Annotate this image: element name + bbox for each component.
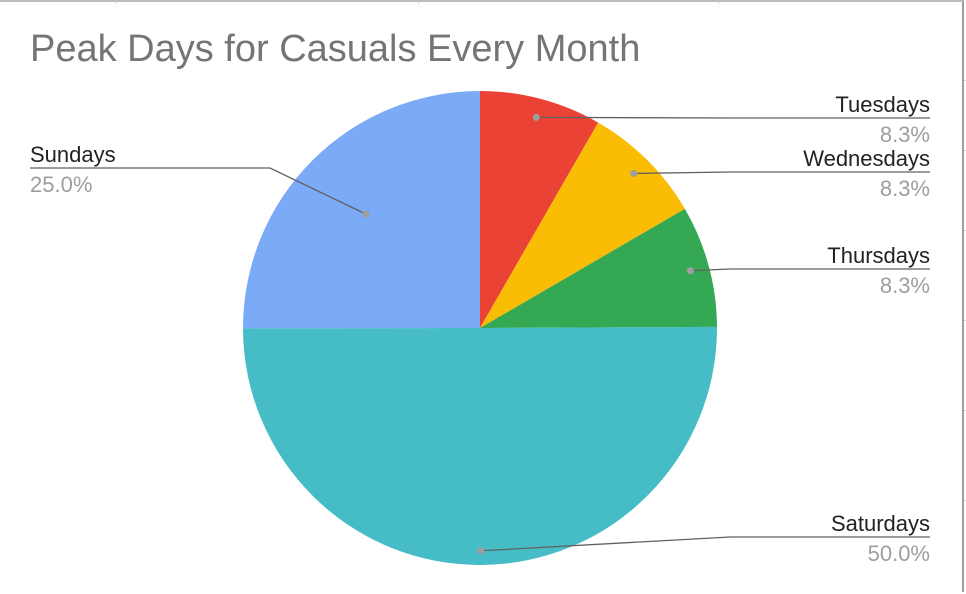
slice-percent-thursdays: 8.3%	[880, 273, 930, 298]
slice-percent-saturdays: 50.0%	[868, 541, 930, 566]
slice-label-saturdays: Saturdays	[831, 511, 930, 536]
grid-line	[962, 150, 966, 151]
leader-dot-sundays	[362, 210, 370, 218]
leader-dot-thursdays	[686, 267, 694, 275]
slice-percent-sundays: 25.0%	[30, 172, 92, 197]
slice-percent-tuesdays: 8.3%	[880, 122, 930, 147]
leader-line-thursdays	[690, 268, 930, 272]
leader-line-wednesdays	[633, 171, 930, 175]
grid-line	[718, 0, 719, 4]
grid-line	[115, 0, 116, 4]
pie-slice-sundays[interactable]	[243, 91, 480, 329]
leader-line-sundays	[30, 167, 367, 215]
leader-line-saturdays	[480, 536, 930, 552]
grid-line	[962, 410, 966, 411]
slice-label-sundays: Sundays	[30, 142, 116, 167]
slice-label-wednesdays: Wednesdays	[803, 146, 930, 171]
grid-line	[962, 320, 966, 321]
leader-dot-tuesdays	[532, 113, 540, 121]
pie-slice-thursdays[interactable]	[480, 208, 717, 328]
leader-line-tuesdays	[536, 116, 930, 119]
leader-dot-wednesdays	[630, 169, 638, 177]
grid-line	[962, 80, 966, 81]
slice-percent-wednesdays: 8.3%	[880, 176, 930, 201]
pie-slice-saturdays[interactable]	[243, 326, 718, 566]
slice-label-tuesdays: Tuesdays	[835, 92, 930, 117]
grid-line	[962, 500, 966, 501]
leader-dot-saturdays	[477, 547, 485, 555]
pie-slice-tuesdays[interactable]	[480, 91, 599, 328]
chart-title: Peak Days for Casuals Every Month	[30, 28, 641, 70]
grid-line	[418, 0, 419, 4]
slice-label-thursdays: Thursdays	[827, 243, 930, 268]
grid-line	[962, 230, 966, 231]
